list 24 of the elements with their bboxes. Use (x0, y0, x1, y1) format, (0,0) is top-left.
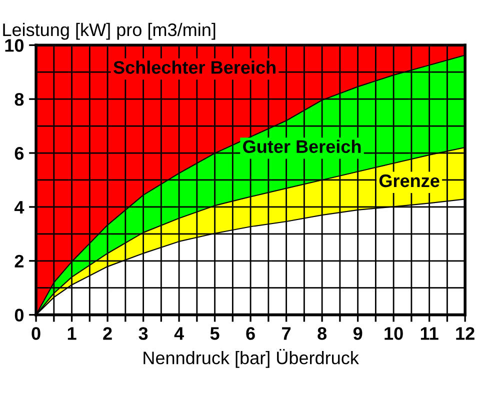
series-label: Grenze (379, 174, 440, 188)
y-axis-title: Leistung [kW] pro [m3/min] (3, 22, 216, 40)
x-tick-label: 5 (210, 327, 220, 340)
y-tick-label: 8 (14, 93, 24, 106)
y-tick-label: 10 (5, 39, 24, 52)
x-tick-label: 3 (138, 327, 148, 340)
x-tick-label: 1 (68, 327, 76, 340)
x-tick-label: 6 (246, 327, 255, 340)
x-tick-label: 4 (174, 327, 184, 340)
y-tick-label: 0 (14, 308, 24, 322)
x-tick-label: 7 (282, 327, 291, 340)
x-tick-label: 10 (384, 327, 403, 340)
x-tick-label: 2 (103, 327, 112, 340)
series-label: Schlechter Bereich (114, 60, 276, 74)
series-label: Guter Bereich (243, 140, 361, 153)
x-axis-title: Nenndruck [bar] Überdruck (144, 349, 359, 368)
x-tick-label: 12 (456, 327, 474, 340)
x-tick-label: 9 (353, 327, 362, 340)
y-tick-label: 4 (14, 201, 24, 214)
y-tick-label: 6 (14, 146, 24, 160)
x-tick-label: 8 (318, 327, 327, 340)
x-tick-label: 0 (32, 327, 40, 340)
x-tick-label: 11 (420, 327, 438, 340)
y-tick-label: 2 (14, 254, 24, 268)
